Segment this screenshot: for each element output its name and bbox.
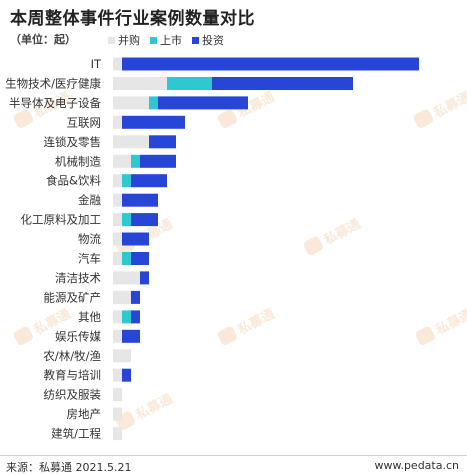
bar-segment-merger [113,349,131,363]
category-label: 机械制造 [55,154,101,168]
bar-segment-merger [113,193,122,207]
bar-segment-ipo [167,77,212,90]
category-label: 金融 [78,193,101,207]
bar-segment-merger [113,96,149,110]
bar-segment-investment [131,290,140,304]
bar-segment-investment [131,310,140,324]
bars [113,57,419,441]
category-label: 半导体及电子设备 [9,96,101,110]
bar-segment-merger [113,213,122,227]
bar-segment-ipo [122,213,131,227]
source-text: 来源：私募通 2021.5.21 [6,461,132,474]
watermark-logo-icon [13,109,33,128]
bar-segment-ipo [131,154,140,168]
legend-item-ipo: 上市 [150,32,182,48]
watermark-logo-icon [217,109,237,128]
category-label: 连锁及零售 [44,135,102,149]
bar-segment-investment [149,135,176,149]
bar-segment-investment [212,77,353,90]
category-label: 互联网 [67,115,102,129]
bar-segment-investment [122,193,158,207]
category-label: 物流 [78,232,101,246]
bar-segment-ipo [122,174,131,188]
website-link[interactable]: www.pedata.cn [374,459,459,472]
legend-label-ipo: 上市 [160,34,182,47]
bar-segment-merger [113,135,149,149]
watermark: 私募通 [217,306,277,345]
bar-segment-merger [113,232,122,246]
watermark: 私募通 [415,306,467,345]
watermark-text: 私募通 [321,216,363,248]
legend-item-investment: 投资 [192,32,224,48]
bar-segment-investment [131,213,158,227]
category-label: IT [91,57,102,71]
category-label: 纺织及服装 [44,388,102,402]
bar-segment-merger [113,329,122,343]
bar-segment-investment [131,174,167,188]
category-label: 汽车 [78,252,101,266]
watermark: 私募通 [413,89,467,128]
chart-title: 本周整体事件行业案例数量对比 [10,9,255,29]
watermark-text: 私募通 [433,306,467,338]
bar-segment-investment [140,271,149,285]
bar-segment-merger [113,174,122,188]
category-label: 清洁技术 [55,271,101,285]
bar-segment-merger [113,154,131,168]
category-label: 教育与培训 [44,368,102,382]
bar-segment-investment [122,368,131,382]
bar-segment-investment [158,96,248,110]
category-label: 食品&饮料 [46,174,101,188]
category-label: 生物技术/医疗健康 [5,76,101,90]
bar-segment-merger [113,57,122,71]
bar-segment-merger [113,115,122,129]
watermark-logo-icon [13,326,33,345]
bar-segment-ipo [122,252,131,265]
category-label: 能源及矿产 [44,290,102,304]
watermark-text: 私募通 [431,89,467,121]
bar-segment-investment [140,154,176,168]
watermark-text: 私募通 [235,306,277,338]
bar-segment-merger [113,271,140,285]
bar-segment-merger [113,388,122,402]
category-label: 其他 [78,310,101,324]
category-label: 农/林/牧/渔 [43,349,101,363]
legend-item-merger: 并购 [108,32,140,48]
legend-swatch-ipo [150,36,157,44]
bar-segment-merger [113,290,131,304]
bar-segment-merger [113,368,122,382]
watermark: 私募通 [303,216,363,255]
category-label: 化工原料及加工 [21,213,102,227]
bar-segment-merger [113,77,167,90]
legend-label-investment: 投资 [202,34,224,47]
bar-segment-merger [113,252,122,265]
watermark: 私募通 [217,89,277,128]
category-labels: IT 生物技术/医疗健康半导体及电子设备互联网连锁及零售机械制造食品&饮料金融化工… [5,57,102,441]
bar-segment-merger [113,407,122,421]
bar-segment-investment [122,329,140,343]
footer-divider [0,455,467,456]
watermark-logo-icon [303,236,323,255]
bar-segment-ipo [149,96,158,110]
legend-swatch-investment [192,36,199,44]
bar-segment-investment [122,232,149,246]
watermark: 私募通 [115,391,175,430]
bar-segment-merger [113,310,122,324]
category-label: 房地产 [67,407,102,421]
category-label: 建筑/工程 [51,427,101,441]
bar-segment-ipo [122,310,131,324]
legend-swatch-merger [108,36,115,44]
bar-segment-merger [113,427,122,441]
watermark-text: 私募通 [133,391,175,423]
unit-label: （单位：起） [10,33,76,46]
legend: 并购 上市 投资 [108,32,224,48]
bar-segment-investment [131,252,149,265]
legend-label-merger: 并购 [118,34,140,47]
bar-segment-investment [122,115,185,129]
watermark-logo-icon [415,326,435,345]
watermark-logo-icon [217,326,237,345]
watermark-logo-icon [413,109,433,128]
bar-segment-investment [122,57,419,71]
category-label: 娱乐传媒 [55,329,101,343]
